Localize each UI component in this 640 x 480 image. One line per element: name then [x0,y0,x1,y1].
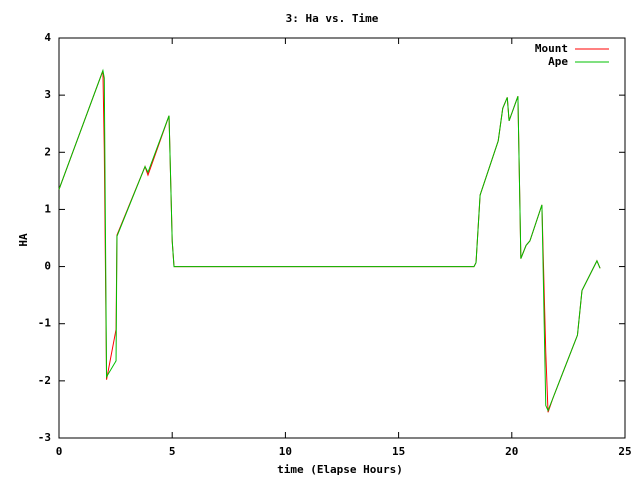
y-tick-label: 3 [44,88,51,101]
y-tick-label: 0 [44,260,51,273]
legend-label: Mount [535,42,568,55]
x-tick-label: 5 [169,445,176,458]
legend-label: Ape [548,55,568,68]
y-tick-label: -3 [38,431,51,444]
x-tick-label: 10 [279,445,292,458]
y-tick-label: -1 [38,317,52,330]
y-axis-label: HA [17,233,30,247]
x-tick-label: 15 [392,445,405,458]
x-tick-label: 0 [56,445,63,458]
series-line [58,70,601,413]
series-line [58,68,601,412]
y-tick-label: -2 [38,374,51,387]
y-tick-label: 4 [44,31,51,44]
y-tick-label: 2 [44,145,51,158]
x-axis-label: time (Elapse Hours) [277,463,403,476]
y-tick-label: 1 [44,202,51,215]
x-tick-label: 25 [618,445,631,458]
x-tick-label: 20 [505,445,518,458]
plot-border [58,37,626,439]
chart-title: 3: Ha vs. Time [286,12,379,25]
